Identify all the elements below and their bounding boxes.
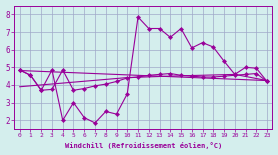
X-axis label: Windchill (Refroidissement éolien,°C): Windchill (Refroidissement éolien,°C): [65, 142, 222, 149]
